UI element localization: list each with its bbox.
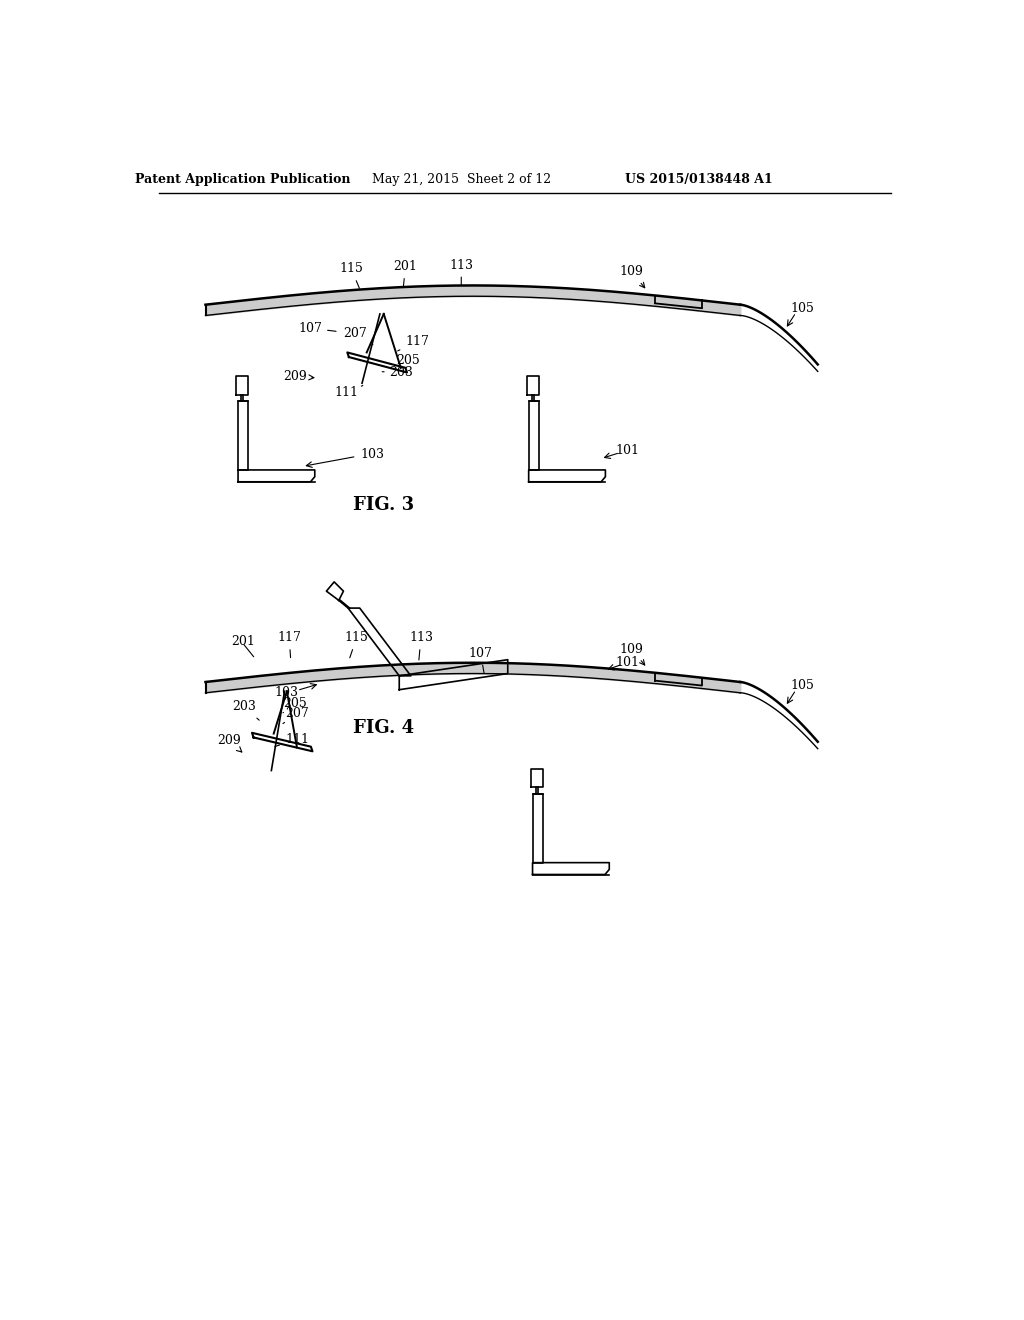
Text: 111: 111 bbox=[335, 385, 362, 399]
Text: 103: 103 bbox=[360, 449, 384, 462]
Text: 111: 111 bbox=[274, 733, 309, 747]
Text: 101: 101 bbox=[615, 445, 640, 458]
Text: 109: 109 bbox=[620, 643, 645, 665]
Text: 103: 103 bbox=[274, 686, 299, 700]
Text: 209: 209 bbox=[217, 734, 242, 752]
Text: 105: 105 bbox=[791, 680, 814, 693]
Text: 205: 205 bbox=[390, 354, 421, 367]
Text: 117: 117 bbox=[278, 631, 301, 657]
Text: 205: 205 bbox=[283, 697, 306, 713]
Text: 117: 117 bbox=[397, 335, 429, 351]
Text: FIG. 4: FIG. 4 bbox=[353, 719, 415, 737]
Text: 207: 207 bbox=[343, 327, 373, 345]
Text: 105: 105 bbox=[791, 302, 814, 315]
Text: FIG. 3: FIG. 3 bbox=[353, 496, 415, 513]
Text: 207: 207 bbox=[283, 706, 309, 723]
Text: 113: 113 bbox=[409, 631, 433, 660]
Text: 115: 115 bbox=[345, 631, 369, 657]
Text: 115: 115 bbox=[339, 263, 364, 288]
Text: 101: 101 bbox=[615, 656, 640, 669]
Text: 107: 107 bbox=[298, 322, 336, 335]
Text: May 21, 2015  Sheet 2 of 12: May 21, 2015 Sheet 2 of 12 bbox=[372, 173, 551, 186]
Text: 209: 209 bbox=[283, 370, 314, 383]
Text: Patent Application Publication: Patent Application Publication bbox=[135, 173, 350, 186]
Text: 109: 109 bbox=[620, 265, 645, 288]
Text: 203: 203 bbox=[232, 701, 259, 721]
Text: 107: 107 bbox=[469, 647, 493, 673]
Text: 113: 113 bbox=[450, 259, 473, 285]
Text: 203: 203 bbox=[382, 367, 414, 379]
Text: 201: 201 bbox=[393, 260, 418, 286]
Text: 201: 201 bbox=[230, 635, 255, 648]
Text: US 2015/0138448 A1: US 2015/0138448 A1 bbox=[625, 173, 772, 186]
